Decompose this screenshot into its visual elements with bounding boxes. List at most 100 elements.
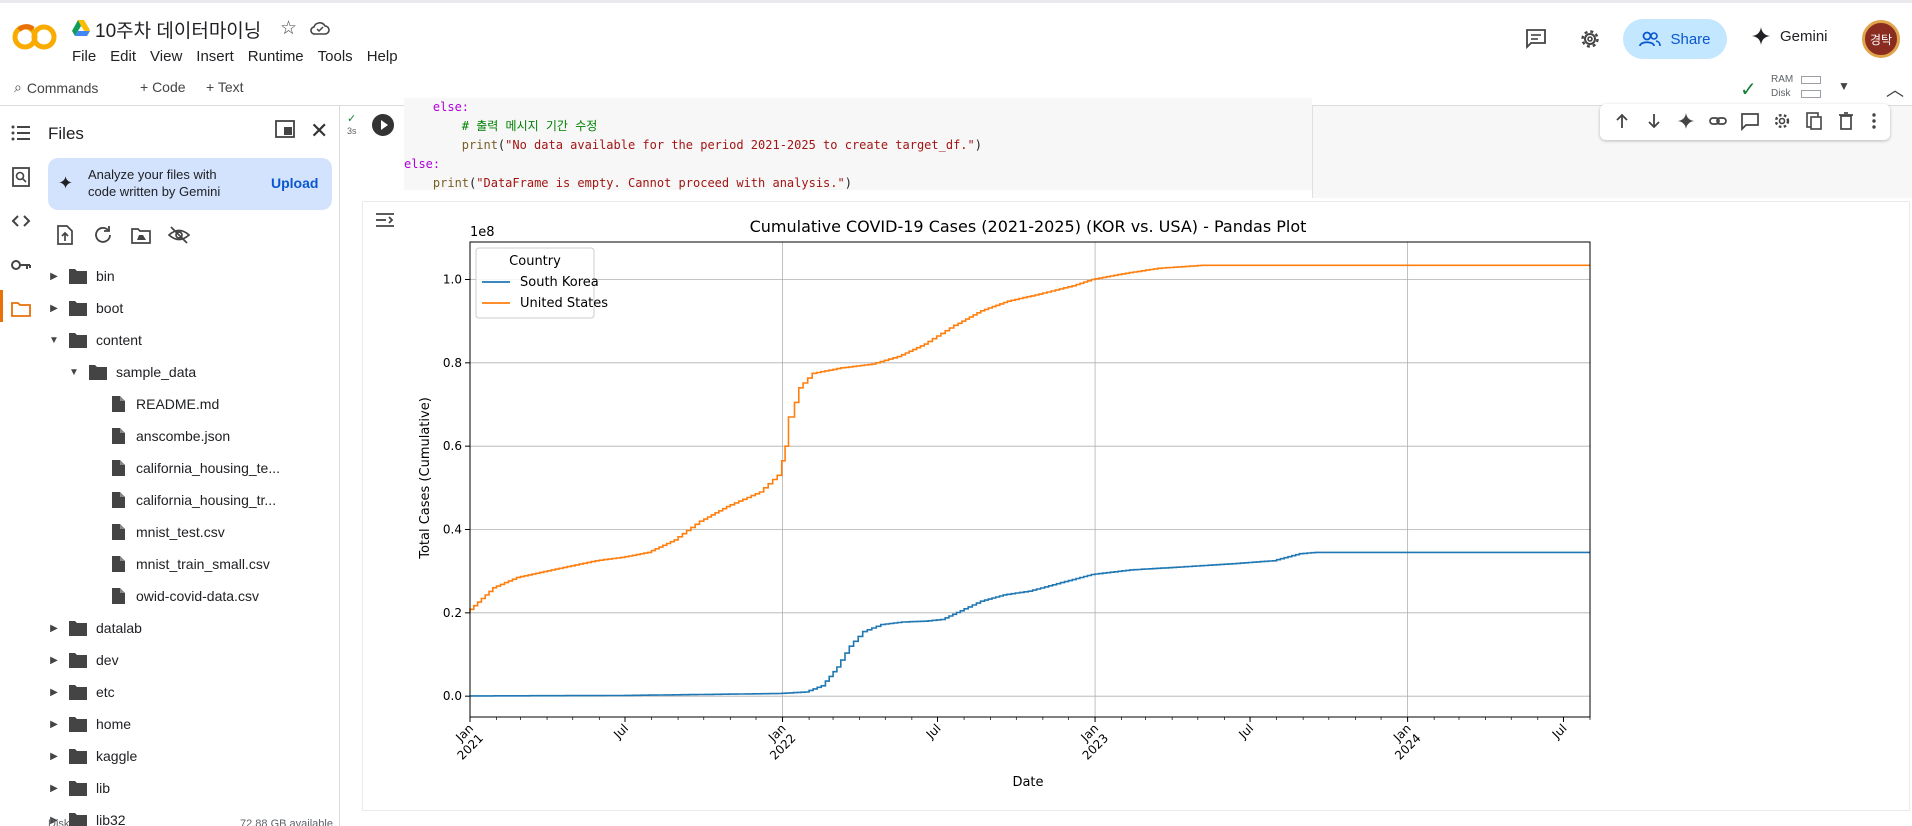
folder-item[interactable]: ▶ lib32	[48, 804, 126, 826]
menu-bar: File Edit View Insert Runtime Tools Help	[72, 48, 412, 65]
folder-item[interactable]: ▶ dev	[48, 644, 119, 676]
output-actions-icon[interactable]	[374, 210, 396, 230]
tree-item-label: california_housing_te...	[136, 460, 280, 476]
user-avatar[interactable]: 경탁	[1862, 20, 1900, 58]
notebook-title[interactable]: 10주차 데이터마이닝	[95, 21, 262, 42]
settings-icon[interactable]	[1578, 27, 1602, 51]
table-of-contents-icon[interactable]	[10, 122, 32, 144]
caret-right-icon[interactable]: ▶	[50, 686, 58, 698]
caret-right-icon[interactable]: ▶	[50, 814, 58, 826]
colab-logo[interactable]	[12, 19, 58, 55]
caret-right-icon[interactable]: ▶	[50, 750, 58, 762]
menu-view[interactable]: View	[150, 48, 183, 65]
hide-files-icon[interactable]	[168, 224, 190, 246]
chevron-up-icon[interactable]: ︿	[1886, 80, 1904, 100]
caret-right-icon[interactable]: ▶	[50, 622, 58, 634]
y-offset-label: 1e8	[470, 225, 495, 240]
folder-icon	[69, 813, 87, 826]
chevron-down-icon[interactable]: ▼	[1838, 79, 1850, 93]
disk-info: Disk 72.88 GB available	[48, 818, 338, 826]
caret-right-icon[interactable]: ▶	[50, 654, 58, 666]
file-item[interactable]: california_housing_tr...	[88, 484, 276, 516]
file-item[interactable]: anscombe.json	[88, 420, 230, 452]
menu-insert[interactable]: Insert	[196, 48, 234, 65]
more-vert-icon[interactable]	[1864, 111, 1884, 131]
comment-icon[interactable]	[1740, 111, 1760, 131]
sparkle-icon: ✦	[58, 173, 74, 193]
connected-check-icon: ✓	[1740, 79, 1757, 101]
folder-item[interactable]: ▶ datalab	[48, 612, 142, 644]
resource-monitor[interactable]: RAM Disk	[1771, 73, 1821, 103]
y-tick-label: 0.2	[443, 606, 462, 620]
gemini-card-text: Analyze your files with code written by …	[88, 167, 221, 199]
link-icon[interactable]	[1708, 111, 1728, 131]
exec-check-icon: ✓	[347, 113, 357, 125]
folder-icon	[69, 269, 87, 284]
gemini-button[interactable]: Gemini	[1752, 27, 1828, 45]
tree-item-label: README.md	[136, 396, 220, 412]
file-item[interactable]: README.md	[88, 388, 219, 420]
close-icon[interactable]: ✕	[310, 118, 329, 143]
share-button[interactable]: Share	[1623, 19, 1727, 59]
folder-item[interactable]: ▶ home	[48, 708, 131, 740]
ram-bar	[1801, 76, 1821, 84]
mirror-cell-icon[interactable]	[1804, 111, 1824, 131]
folder-icon	[69, 717, 87, 732]
move-down-icon[interactable]	[1644, 111, 1664, 131]
run-cell-button[interactable]	[372, 114, 394, 136]
file-item[interactable]: mnist_test.csv	[88, 516, 225, 548]
add-text-button[interactable]: + Text	[206, 79, 244, 95]
folder-item[interactable]: ▼ content	[48, 324, 142, 356]
cloud-saved-icon[interactable]	[310, 20, 330, 36]
tree-item-label: mnist_train_small.csv	[136, 556, 270, 572]
caret-right-icon[interactable]: ▶	[50, 718, 58, 730]
code-editor[interactable]: else: # 출력 메시지 기간 수정 print("No data avai…	[404, 98, 1312, 190]
menu-file[interactable]: File	[72, 48, 97, 65]
file-item[interactable]: owid-covid-data.csv	[88, 580, 259, 612]
menu-runtime[interactable]: Runtime	[247, 48, 304, 65]
drive-icon[interactable]	[72, 20, 90, 36]
file-item[interactable]: california_housing_te...	[88, 452, 280, 484]
menu-edit[interactable]: Edit	[110, 48, 137, 65]
upload-file-icon[interactable]	[54, 224, 76, 246]
find-icon[interactable]	[10, 166, 32, 188]
code-token: )	[844, 176, 852, 190]
files-panel-title: Files	[48, 124, 84, 143]
secrets-key-icon[interactable]	[10, 254, 32, 276]
caret-right-icon[interactable]: ▶	[50, 782, 58, 794]
move-up-icon[interactable]	[1612, 111, 1632, 131]
refresh-icon[interactable]	[92, 224, 114, 246]
folder-item[interactable]: ▶ etc	[48, 676, 115, 708]
caret-right-icon[interactable]: ▶	[50, 302, 58, 314]
file-icon	[112, 588, 125, 604]
x-tick-label: Jul	[610, 721, 631, 742]
folder-item[interactable]: ▶ boot	[48, 292, 123, 324]
folder-item[interactable]: ▶ lib	[48, 772, 110, 804]
delete-icon[interactable]	[1836, 111, 1856, 131]
series-lines	[469, 264, 1590, 697]
folder-icon[interactable]	[10, 298, 32, 320]
add-code-button[interactable]: + Code	[140, 79, 186, 95]
file-item[interactable]: mnist_train_small.csv	[88, 548, 270, 580]
folder-item[interactable]: ▶ kaggle	[48, 740, 137, 772]
gemini-sparkle-icon[interactable]	[1676, 111, 1696, 131]
menu-help[interactable]: Help	[366, 48, 398, 65]
commands-button[interactable]: ⌕ Commands	[14, 79, 98, 96]
folder-item[interactable]: ▼ sample_data	[68, 356, 196, 388]
menu-tools[interactable]: Tools	[317, 48, 353, 65]
folder-item[interactable]: ▶ bin	[48, 260, 115, 292]
code-snippets-icon[interactable]	[10, 210, 32, 232]
gemini-analyze-card: ✦ Analyze your files with code written b…	[48, 158, 332, 210]
upload-button[interactable]: Upload	[271, 175, 319, 191]
comments-icon[interactable]	[1524, 27, 1548, 49]
star-icon[interactable]: ☆	[280, 18, 298, 39]
x-tick-label-group: Jul	[1549, 721, 1570, 742]
caret-right-icon[interactable]: ▶	[50, 270, 58, 282]
open-in-new-window-icon[interactable]	[275, 120, 295, 138]
caret-down-icon[interactable]: ▼	[49, 334, 59, 346]
caret-down-icon[interactable]: ▼	[69, 366, 79, 378]
mount-drive-icon[interactable]	[130, 224, 152, 246]
cell-settings-icon[interactable]	[1772, 111, 1792, 131]
